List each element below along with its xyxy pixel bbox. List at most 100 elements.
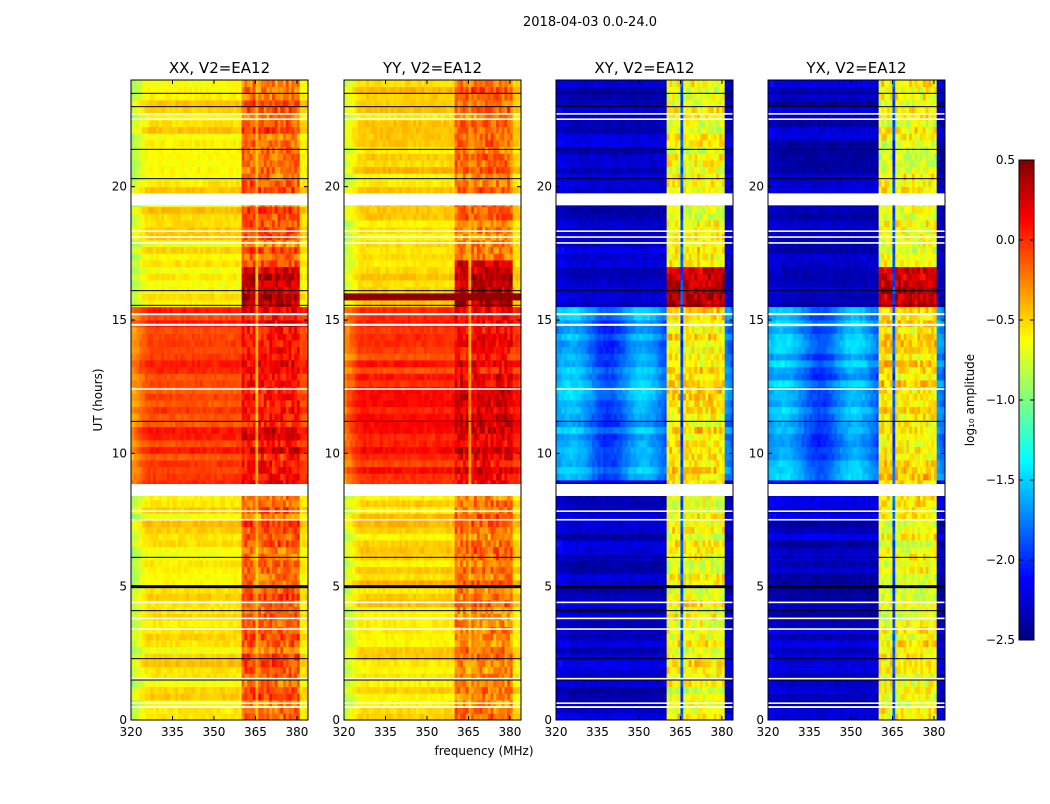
heatmap-cell [272, 493, 276, 501]
heatmap-cell [266, 513, 270, 521]
heatmap-cell [139, 320, 143, 328]
heatmap-cell [249, 626, 254, 634]
heatmap-cell [291, 713, 295, 721]
heatmap-cell [172, 640, 176, 648]
heatmap-cell [225, 306, 229, 314]
heatmap-cell [291, 293, 295, 301]
heatmap-cell [219, 580, 223, 588]
heatmap-cell [164, 666, 168, 674]
heatmap-cell [200, 326, 204, 334]
heatmap-cell [197, 680, 201, 688]
heatmap-cell [299, 513, 303, 521]
heatmap-cell [155, 693, 160, 701]
heatmap-cell [161, 313, 165, 321]
heatmap-cell [178, 320, 182, 328]
heatmap-cell [266, 366, 270, 374]
heatmap-cell [150, 660, 154, 668]
heatmap-cell [266, 533, 270, 541]
heatmap-cell [142, 646, 146, 654]
heatmap-cell [288, 426, 292, 434]
heatmap-cell [247, 320, 251, 328]
heatmap-cell [208, 546, 212, 554]
heatmap-cell [294, 353, 298, 361]
heatmap-cell [249, 426, 254, 434]
heatmap-cell [211, 633, 215, 641]
heatmap-cell [236, 500, 240, 508]
heatmap-cell [191, 686, 196, 694]
heatmap-cell [296, 600, 301, 608]
heatmap-cell [158, 373, 162, 381]
heatmap-cell [175, 513, 179, 521]
heatmap-cell [294, 520, 298, 528]
heatmap-cell [164, 333, 168, 341]
heatmap-cell [169, 346, 173, 354]
heatmap-cell [249, 406, 254, 414]
heatmap-cell [294, 546, 298, 554]
heatmap-cell [153, 546, 157, 554]
heatmap-cell [155, 500, 160, 508]
heatmap-cell [150, 680, 154, 688]
heatmap-cell [189, 253, 193, 261]
heatmap-cell [241, 220, 245, 228]
heatmap-cell [233, 480, 237, 488]
heatmap-cell [258, 340, 262, 348]
heatmap-cell [158, 680, 162, 688]
heatmap-cell [252, 433, 256, 441]
heatmap-cell [283, 293, 287, 301]
heatmap-cell [291, 273, 295, 281]
heatmap-cell [288, 206, 292, 214]
heatmap-cell [225, 593, 229, 601]
heatmap-cell [161, 673, 165, 681]
heatmap-cell [255, 693, 259, 701]
heatmap-cell [291, 473, 295, 481]
heatmap-cell [247, 653, 251, 661]
heatmap-cell [191, 373, 196, 381]
heatmap-cell [274, 653, 278, 661]
heatmap-cell [142, 573, 146, 581]
heatmap-cell [283, 226, 287, 234]
heatmap-cell [272, 506, 276, 514]
heatmap-cell [136, 533, 140, 541]
heatmap-cell [169, 660, 173, 668]
heatmap-cell [175, 613, 179, 621]
heatmap-cell [285, 393, 290, 401]
heatmap-cell [142, 273, 146, 281]
heatmap-cell [191, 546, 196, 554]
heatmap-cell [166, 613, 171, 621]
heatmap-cell [230, 433, 234, 441]
heatmap-cell [277, 653, 281, 661]
heatmap-cell [166, 666, 171, 674]
heatmap-cell [255, 626, 259, 634]
heatmap-cell [288, 393, 292, 401]
heatmap-cell [255, 633, 259, 641]
heatmap-cell [216, 386, 220, 394]
heatmap-cell [291, 460, 295, 468]
heatmap-cell [241, 346, 245, 354]
heatmap-cell [227, 386, 231, 394]
heatmap-cell [285, 693, 290, 701]
heatmap-cell [136, 580, 140, 588]
heatmap-cell [158, 580, 162, 588]
heatmap-cell [222, 506, 226, 514]
heatmap-cell [155, 320, 160, 328]
heatmap-cell [263, 453, 267, 461]
heatmap-cell [244, 480, 248, 488]
heatmap-cell [291, 466, 295, 474]
heatmap-cell [249, 206, 254, 214]
heatmap-cell [216, 520, 220, 528]
heatmap-cell [277, 220, 281, 228]
heatmap-cell [233, 406, 237, 414]
heatmap-cell [302, 620, 306, 628]
heatmap-cell [285, 680, 290, 688]
heatmap-cell [166, 293, 171, 301]
heatmap-cell [133, 653, 137, 661]
heatmap-cell [155, 353, 160, 361]
heatmap-cell [227, 333, 231, 341]
heatmap-cell [263, 460, 267, 468]
heatmap-cell [219, 426, 223, 434]
heatmap-cell [272, 573, 276, 581]
heatmap-cell [144, 306, 148, 314]
heatmap-cell [227, 686, 231, 694]
heatmap-cell [241, 320, 245, 328]
heatmap-cell [236, 680, 240, 688]
